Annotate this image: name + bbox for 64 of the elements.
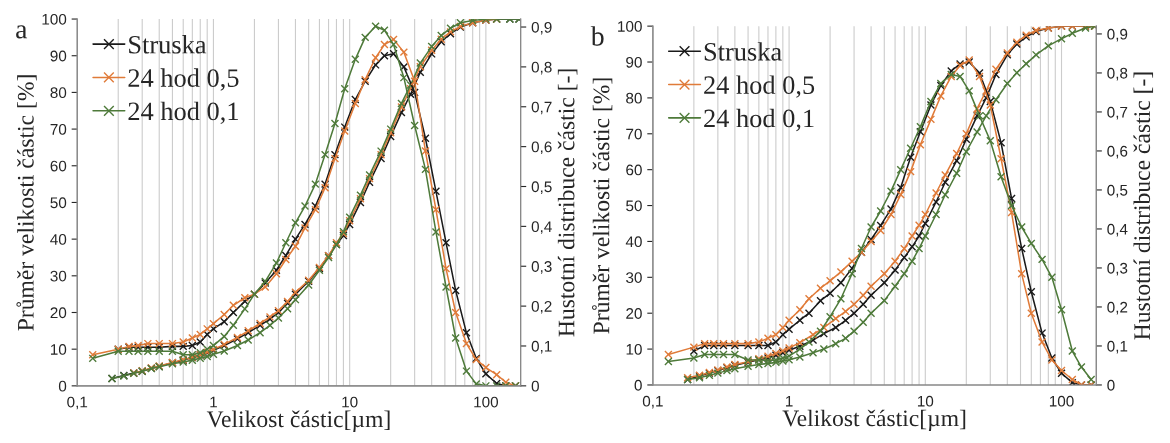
legend-label: Struska [704, 42, 782, 61]
y2-tick-label: 0,5 [1107, 184, 1128, 198]
y-tick-label: 50 [626, 200, 642, 212]
legend-label: 24 hod 0,1 [704, 108, 814, 132]
x-axis-title: Velikost částic[µm] [206, 410, 390, 432]
y-tick-label: 10 [50, 344, 67, 355]
y2-tick-label: 0 [531, 380, 539, 392]
y2-tick-label: 0,1 [531, 340, 552, 354]
y2-tick-label: 0,7 [531, 101, 552, 115]
y-tick-label: 40 [50, 234, 67, 245]
text: a [16, 25, 28, 39]
y2-tick-label: 0,6 [1107, 145, 1128, 159]
y-tick-label: 70 [50, 123, 67, 135]
y-tick-label: 100 [42, 13, 67, 25]
y2-tick-label: 0,4 [1107, 223, 1128, 237]
y-tick-label: 80 [626, 92, 642, 104]
y-tick-label: 80 [50, 87, 67, 99]
x-tick-label: 1 [786, 395, 793, 407]
legend-label: 24 hod 0,5 [704, 75, 815, 98]
legend-label: 24 hod 0,1 [128, 101, 238, 125]
text: b [590, 26, 604, 46]
y2-tick-label: 0,1 [1107, 340, 1128, 354]
y-tick-label: 100 [618, 21, 642, 32]
y-tick-label: 10 [626, 343, 642, 355]
y-tick-label: 20 [50, 307, 67, 319]
y2-tick-label: 0,5 [531, 181, 552, 194]
y-tick-label: 90 [50, 50, 67, 62]
y2-tick-label: 0,9 [531, 21, 552, 35]
y2-tick-label: 0,4 [531, 221, 552, 234]
y2-tick-label: 0,2 [531, 300, 552, 314]
y-tick-label: 70 [626, 128, 642, 140]
y2-tick-label: 0,9 [1107, 28, 1128, 42]
y-tick-label: 0 [634, 379, 642, 391]
y-axis-title: Průměr velikosti částic [%] [16, 75, 37, 331]
y-tick-label: 30 [626, 272, 642, 283]
y2-tick-label: 0,2 [1107, 301, 1128, 315]
y2-tick-label: 0,3 [1107, 262, 1128, 276]
x-tick-label: 100 [474, 396, 499, 408]
y2-tick-label: 0 [1107, 379, 1115, 391]
x-axis-title: Velikost částic[µm] [782, 409, 966, 432]
y-tick-label: 20 [626, 308, 642, 319]
y2-tick-label: 0,3 [531, 261, 552, 274]
x-tick-label: 0,1 [642, 395, 663, 409]
y2-tick-label: 0,8 [531, 61, 552, 75]
y2-tick-label: 0,6 [531, 141, 552, 155]
legend-label: Struska [129, 35, 207, 54]
x-tick-label: 100 [1049, 395, 1074, 407]
y-tick-label: 40 [625, 236, 642, 248]
y2-tick-label: 0,7 [1107, 106, 1128, 120]
y-tick-label: 60 [626, 164, 642, 176]
x-tick-label: 1 [210, 396, 217, 408]
y-tick-label: 90 [626, 56, 642, 68]
y2-tick-label: 0,8 [1107, 67, 1128, 81]
x-tick-label: 10 [917, 395, 934, 407]
legend-label: 24 hod 0,5 [128, 68, 239, 91]
x-tick-label: 10 [342, 396, 358, 408]
y2-axis-title: Hustotní distribuce částic [-] [557, 69, 578, 337]
y-tick-label: 30 [50, 270, 67, 282]
y-tick-label: 50 [50, 197, 67, 209]
x-tick-label: 0,1 [67, 396, 88, 410]
y2-axis-title: Hustotní distribuce částic [-] [1133, 72, 1154, 340]
y-axis-title: Průměr velikosti částic [%] [592, 78, 613, 334]
y-tick-label: 0 [58, 380, 67, 392]
y-tick-label: 60 [50, 160, 67, 172]
